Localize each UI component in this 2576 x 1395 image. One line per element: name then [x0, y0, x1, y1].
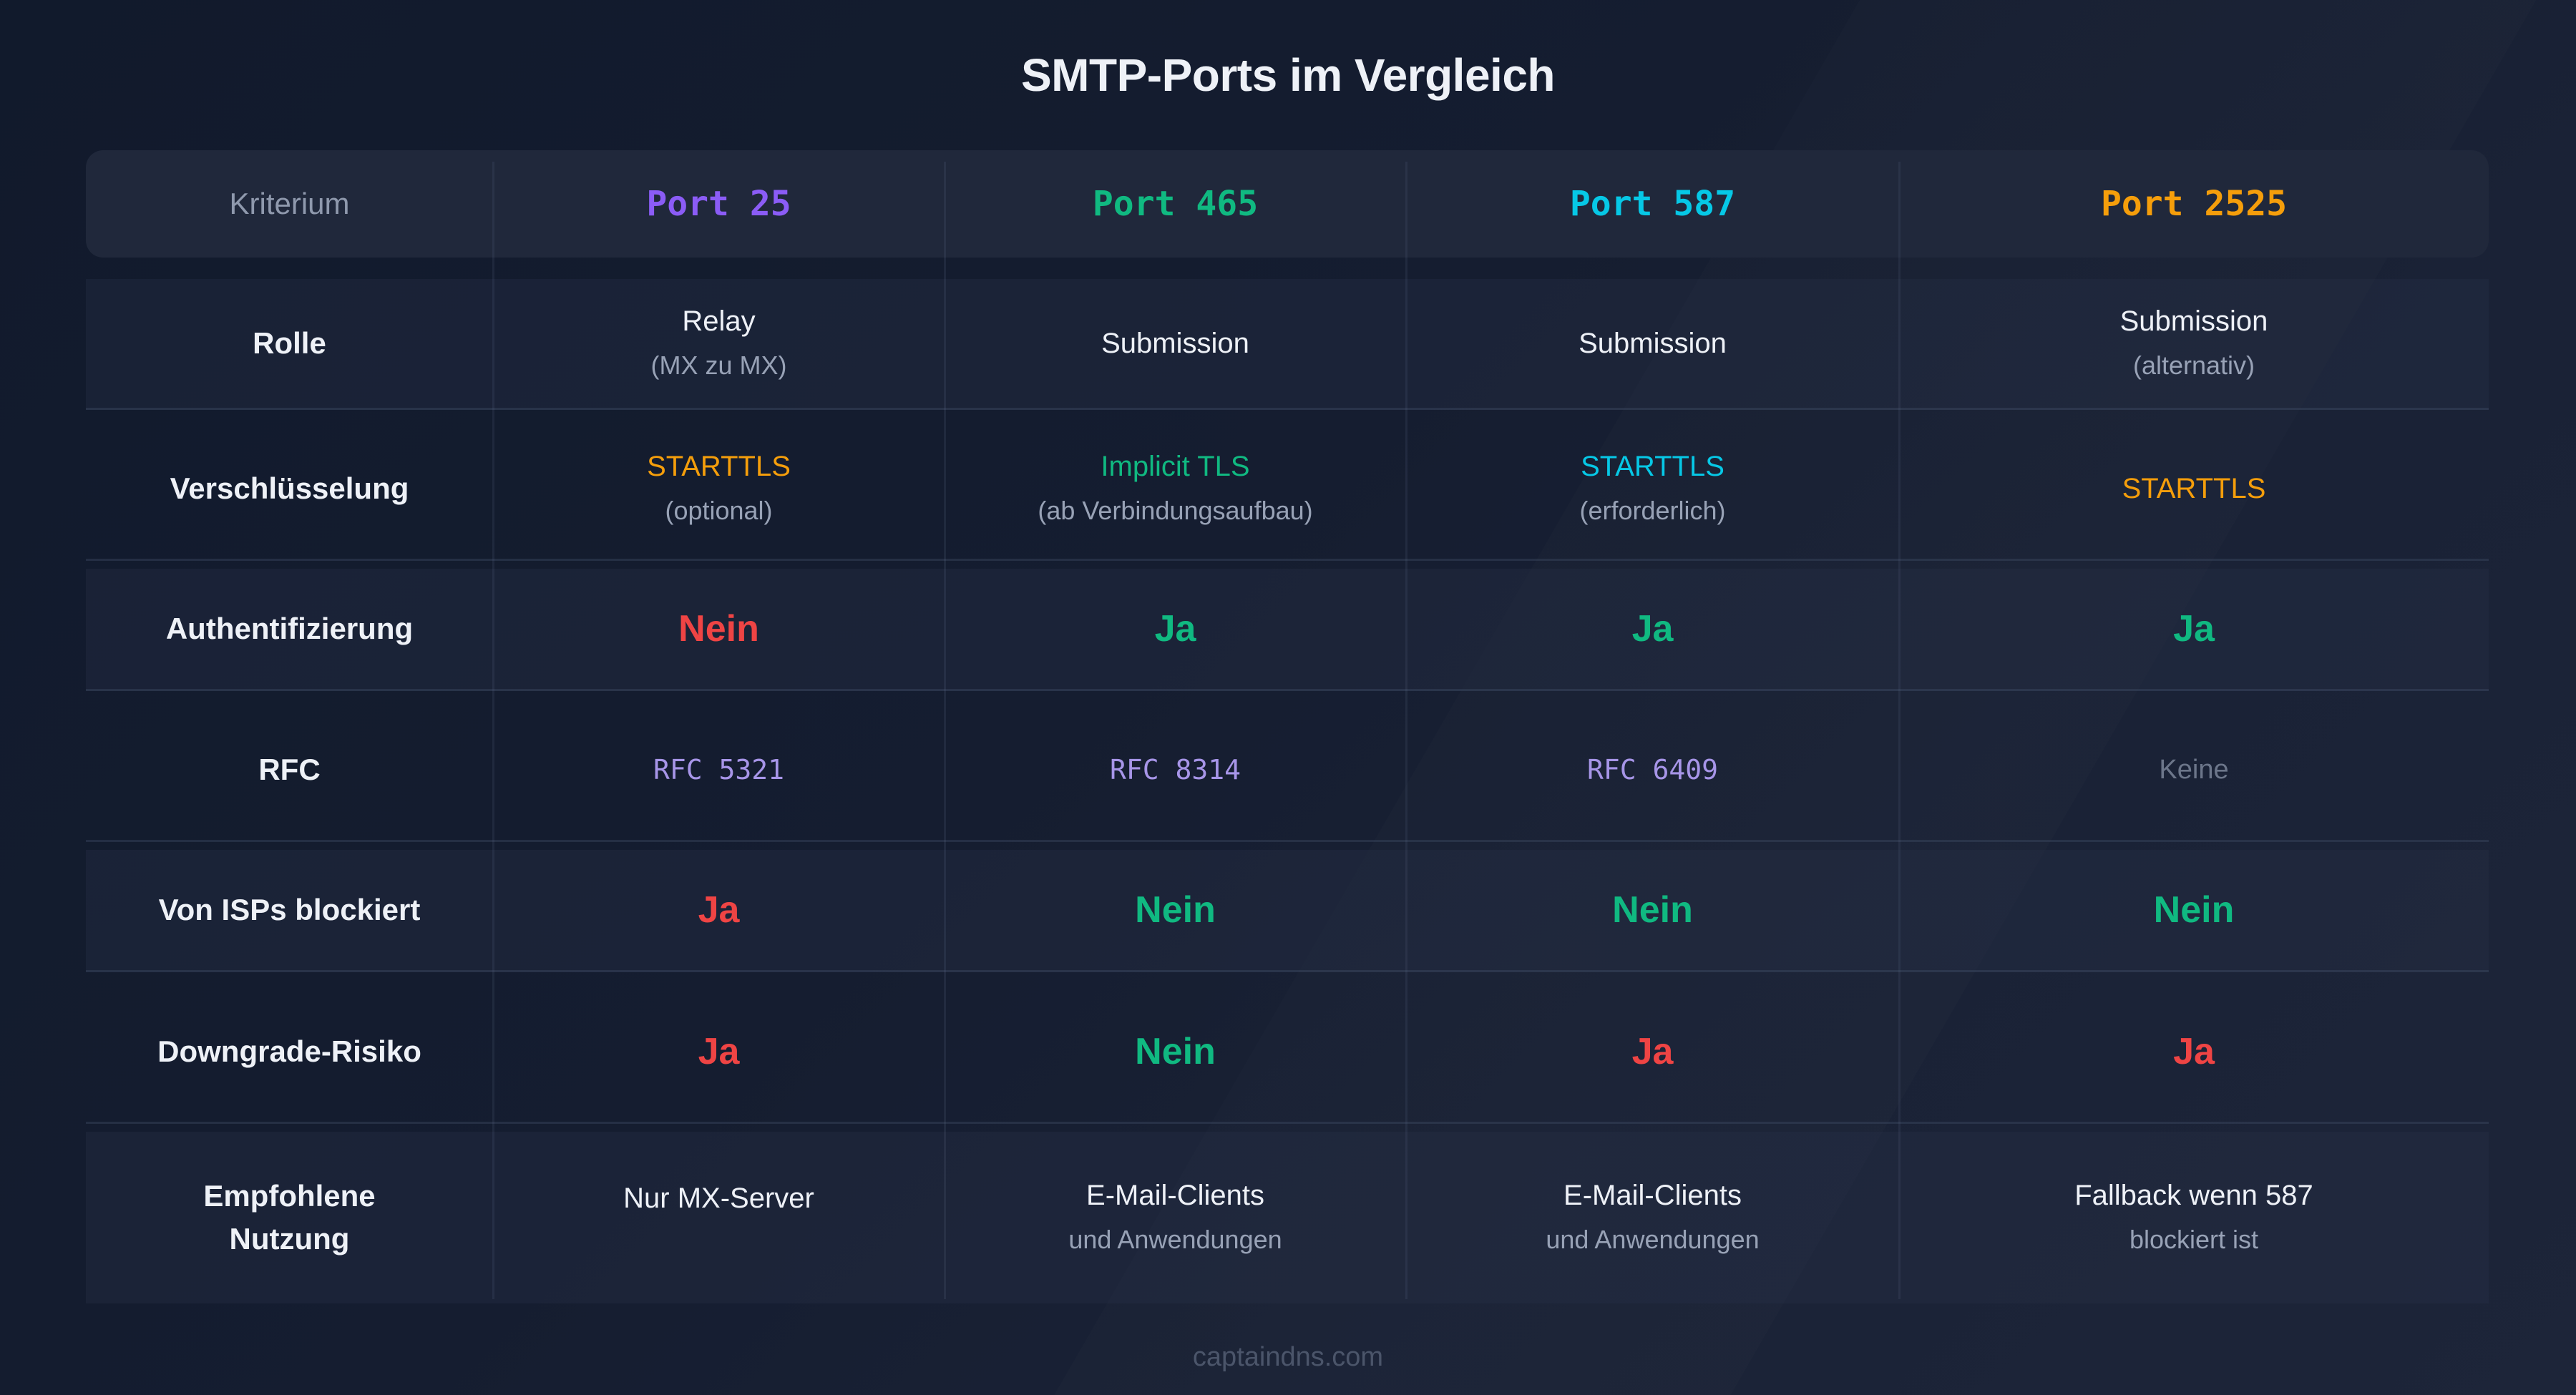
cell-main: STARTTLS — [647, 451, 791, 482]
value-no: Nein — [1612, 889, 1693, 931]
column-divider — [492, 162, 494, 1299]
row-label-line2: Nutzung — [229, 1222, 350, 1256]
value-yes: Ja — [698, 889, 740, 931]
cell-sub: blockiert ist — [2129, 1225, 2259, 1254]
value-no: Nein — [2153, 889, 2235, 931]
row-label: Authentifizierung — [165, 612, 414, 645]
rfc-value: RFC 6409 — [1586, 754, 1719, 785]
value-yes: Ja — [1154, 608, 1196, 650]
rfc-value: RFC 8314 — [1109, 754, 1241, 785]
column-divider — [944, 162, 946, 1299]
row-label: Downgrade-Risiko — [157, 1034, 421, 1068]
cell-main: Relay — [682, 305, 756, 337]
table-row-rolle: Rolle Relay (MX zu MX) Submission Submis… — [86, 279, 2489, 410]
cell-sub: (optional) — [665, 496, 773, 525]
column-divider — [1405, 162, 1407, 1299]
row-label: Von ISPs blockiert — [158, 893, 421, 926]
header-criterion-label: Kriterium — [229, 187, 350, 220]
rfc-none: Keine — [2159, 754, 2229, 785]
cell-sub: (alternativ) — [2132, 351, 2255, 380]
rfc-value: RFC 5321 — [653, 754, 785, 785]
value-no: Nein — [678, 608, 759, 650]
cell-sub: und Anwendungen — [1068, 1225, 1282, 1254]
cell-main: Nur MX-Server — [623, 1183, 814, 1214]
row-label: Verschlüsselung — [170, 471, 409, 505]
cell-main: STARTTLS — [2122, 473, 2266, 504]
port-587-label: Port 587 — [1569, 184, 1736, 224]
table-header: Kriterium Port 25 Port 465 Port 587 Port… — [86, 150, 2489, 258]
cell-main: E-Mail-Clients — [1563, 1180, 1742, 1211]
cell-sub: (erforderlich) — [1579, 496, 1726, 525]
cell-main: Submission — [1579, 328, 1727, 359]
column-divider — [1898, 162, 1901, 1299]
value-yes: Ja — [2173, 1031, 2215, 1072]
row-label: RFC — [258, 753, 321, 786]
table-row-rfc: RFC RFC 5321 RFC 8314 RFC 6409 Keine — [86, 700, 2489, 842]
value-yes: Ja — [2173, 608, 2215, 650]
value-yes: Ja — [698, 1031, 740, 1072]
cell-sub: (MX zu MX) — [650, 351, 787, 380]
value-yes: Ja — [1631, 608, 1674, 650]
header-port-587: Port 587 — [1406, 150, 1899, 258]
header-port-465: Port 465 — [945, 150, 1406, 258]
table-row-downgrade-risiko: Downgrade-Risiko Ja Nein Ja Ja — [86, 982, 2489, 1124]
cell-main: E-Mail-Clients — [1086, 1180, 1264, 1211]
table-row-isp-blockiert: Von ISPs blockiert Ja Nein Nein Nein — [86, 850, 2489, 972]
table-row-verschluesselung: Verschlüsselung STARTTLS (optional) Impl… — [86, 418, 2489, 561]
cell-main: Submission — [2119, 305, 2268, 337]
cell-main: Implicit TLS — [1101, 451, 1250, 482]
cell-sub: und Anwendungen — [1546, 1225, 1760, 1254]
port-25-label: Port 25 — [646, 184, 791, 224]
cell-main: Fallback wenn 587 — [2074, 1180, 2313, 1211]
page-title: SMTP-Ports im Vergleich — [1020, 49, 1556, 101]
row-label-line1: Empfohlene — [203, 1179, 376, 1213]
cell-main: STARTTLS — [1581, 451, 1724, 482]
header-port-25: Port 25 — [493, 150, 945, 258]
footer-source: captaindns.com — [1192, 1342, 1384, 1372]
header-port-2525: Port 2525 — [1899, 150, 2489, 258]
table-row-authentifizierung: Authentifizierung Nein Ja Ja Ja — [86, 569, 2489, 691]
row-label: Rolle — [253, 326, 326, 360]
cell-sub: (ab Verbindungsaufbau) — [1038, 496, 1313, 525]
port-2525-label: Port 2525 — [2100, 184, 2288, 224]
value-yes: Ja — [1631, 1031, 1674, 1072]
port-465-label: Port 465 — [1092, 184, 1259, 224]
value-no: Nein — [1135, 1031, 1216, 1072]
table-row-empfohlene-nutzung: Empfohlene Nutzung Nur MX-Server E-Mail-… — [86, 1132, 2489, 1303]
cell-main: Submission — [1101, 328, 1249, 359]
header-criterion: Kriterium — [86, 150, 493, 258]
value-no: Nein — [1135, 889, 1216, 931]
comparison-table: Kriterium Port 25 Port 465 Port 587 Port… — [86, 150, 2489, 1303]
